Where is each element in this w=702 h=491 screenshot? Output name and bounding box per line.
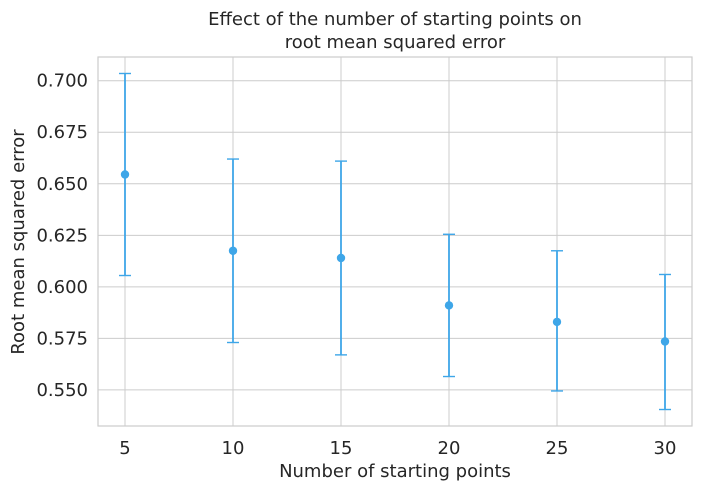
y-axis-label: Root mean squared error — [8, 129, 29, 355]
mean-point — [336, 253, 346, 263]
y-tick-label: 0.700 — [36, 71, 88, 92]
x-tick-label: 25 — [546, 438, 569, 459]
x-axis-label: Number of starting points — [279, 461, 511, 482]
x-tick-label: 10 — [222, 438, 245, 459]
x-tick-label: 20 — [438, 438, 461, 459]
error-bar-series — [119, 72, 671, 411]
mean-point — [120, 170, 130, 179]
grid — [98, 57, 692, 426]
plot-area — [97, 56, 693, 427]
x-tick-label: 30 — [654, 438, 677, 459]
mean-point — [228, 246, 238, 255]
x-axis-ticks: 5 10 15 20 25 30 — [119, 438, 676, 459]
y-tick-label: 0.650 — [36, 174, 88, 195]
x-tick-label: 5 — [119, 438, 130, 459]
y-tick-label: 0.675 — [36, 122, 88, 143]
chart-title-line-2: root mean squared error — [285, 32, 506, 53]
y-tick-label: 0.575 — [36, 328, 88, 349]
y-tick-label: 0.550 — [36, 380, 88, 401]
x-tick-label: 15 — [330, 438, 353, 459]
mean-point — [660, 337, 670, 346]
mean-point — [444, 301, 454, 310]
chart-title-line-1: Effect of the number of starting points … — [208, 9, 582, 30]
mean-point — [552, 317, 562, 327]
chart-title: Effect of the number of starting points … — [208, 9, 582, 53]
y-axis-ticks: 0.550 0.575 0.600 0.625 0.650 0.675 0.700 — [36, 71, 88, 401]
y-tick-label: 0.625 — [36, 225, 88, 246]
y-tick-label: 0.600 — [36, 277, 88, 298]
